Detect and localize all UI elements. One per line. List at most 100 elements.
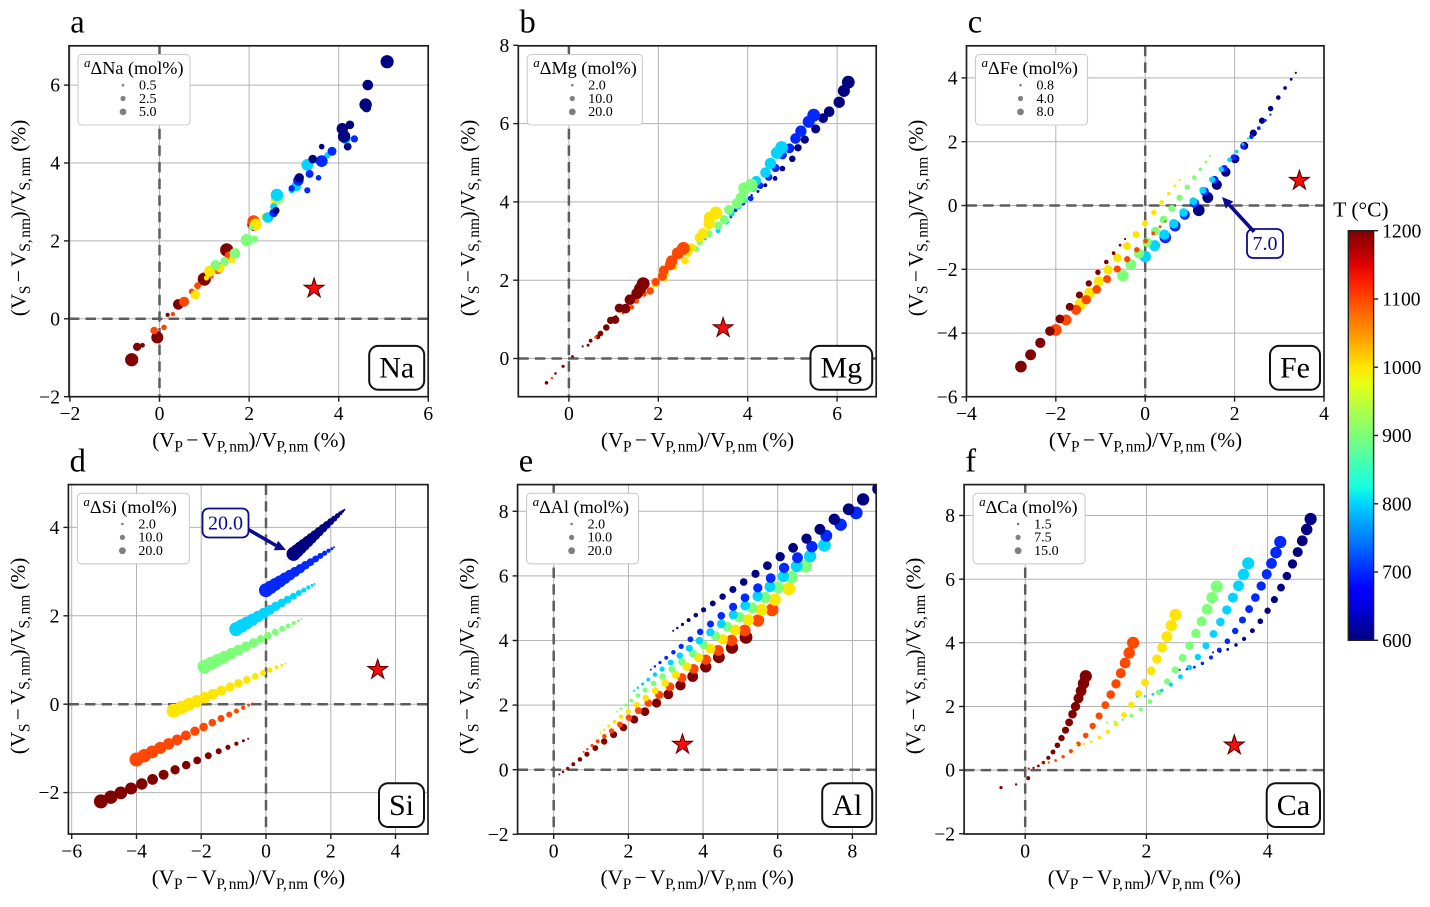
svg-text:a: a (979, 494, 986, 509)
svg-text:0.8: 0.8 (1037, 79, 1055, 94)
svg-text:b: b (520, 5, 536, 41)
svg-text:−2: −2 (59, 404, 80, 425)
svg-text:(%): (%) (1210, 428, 1242, 452)
svg-text:10.0: 10.0 (588, 531, 613, 546)
svg-text:1000: 1000 (1382, 358, 1421, 379)
svg-text:a: a (982, 55, 989, 70)
svg-text:10.0: 10.0 (588, 92, 613, 107)
svg-text:(%): (%) (314, 428, 346, 452)
svg-text:P,: P, (665, 439, 676, 456)
svg-text:4: 4 (499, 631, 509, 652)
svg-text:nm: nm (678, 439, 698, 456)
svg-text:0: 0 (1020, 842, 1030, 863)
svg-text:2: 2 (1230, 404, 1240, 425)
svg-text:4: 4 (1319, 404, 1329, 425)
svg-text:6: 6 (945, 570, 955, 591)
svg-text:(%): (%) (455, 558, 479, 590)
svg-text:(V: (V (152, 866, 175, 890)
svg-text:−: − (186, 428, 198, 452)
svg-text:nm: nm (17, 218, 34, 238)
svg-text:V: V (902, 689, 926, 705)
svg-text:nm: nm (1184, 876, 1204, 893)
svg-text:S,: S, (466, 178, 483, 190)
svg-text:S: S (912, 724, 929, 733)
svg-text:0.5: 0.5 (139, 79, 157, 94)
svg-text:0: 0 (50, 309, 60, 330)
svg-text:−2: −2 (39, 783, 60, 804)
svg-text:(V: (V (6, 731, 30, 754)
svg-text:4: 4 (50, 518, 60, 539)
svg-text:2: 2 (1142, 842, 1152, 863)
svg-text:V: V (650, 428, 666, 452)
svg-text:7.0: 7.0 (1253, 233, 1278, 255)
svg-text:2.0: 2.0 (138, 517, 156, 532)
svg-text:nm: nm (288, 876, 308, 893)
svg-text:a: a (533, 55, 540, 70)
svg-text:1200: 1200 (1382, 221, 1421, 242)
svg-text:−6: −6 (61, 842, 82, 863)
svg-text:)/V: )/V (904, 189, 928, 218)
svg-text:V: V (456, 251, 480, 267)
svg-text:P,: P, (725, 876, 736, 893)
svg-text:6: 6 (500, 114, 510, 135)
svg-text:nm: nm (1125, 876, 1145, 893)
svg-text:−4: −4 (126, 842, 147, 863)
svg-text:V: V (201, 866, 217, 890)
svg-text:)/V: )/V (6, 627, 30, 656)
svg-text:nm: nm (466, 157, 483, 177)
svg-text:ΔFe (mol%): ΔFe (mol%) (988, 58, 1078, 79)
svg-text:2: 2 (50, 232, 60, 253)
svg-text:)/V: )/V (1145, 428, 1174, 452)
svg-text:Si: Si (389, 789, 414, 822)
svg-text:−2: −2 (1045, 404, 1066, 425)
svg-text:(%): (%) (762, 428, 794, 452)
svg-text:−: − (455, 708, 479, 720)
svg-text:(V: (V (1049, 428, 1072, 452)
svg-text:0: 0 (948, 196, 958, 217)
svg-text:ΔNa (mol%): ΔNa (mol%) (91, 58, 184, 79)
svg-text:−2: −2 (39, 387, 60, 408)
svg-text:)/V: )/V (456, 189, 480, 218)
svg-text:0: 0 (564, 404, 574, 425)
svg-text:P,: P, (217, 439, 228, 456)
svg-text:0: 0 (549, 842, 559, 863)
svg-text:−2: −2 (937, 260, 958, 281)
svg-text:0: 0 (945, 761, 955, 782)
svg-text:S: S (914, 286, 931, 295)
svg-text:P,: P, (1112, 876, 1123, 893)
svg-text:2: 2 (945, 697, 955, 718)
svg-text:nm: nm (912, 656, 929, 676)
svg-text:f: f (965, 443, 976, 479)
svg-text:P,: P, (1173, 439, 1184, 456)
svg-text:4: 4 (698, 842, 708, 863)
svg-text:−: − (1083, 428, 1095, 452)
svg-text:2.5: 2.5 (139, 92, 157, 107)
svg-text:6: 6 (832, 404, 842, 425)
svg-text:V: V (202, 428, 218, 452)
svg-text:c: c (968, 5, 982, 41)
svg-text:d: d (70, 443, 86, 479)
svg-text:S,: S, (912, 616, 929, 628)
svg-text:T (°C): T (°C) (1333, 198, 1388, 222)
svg-text:−4: −4 (937, 324, 958, 345)
svg-text:6: 6 (423, 404, 433, 425)
svg-text:6: 6 (499, 567, 509, 588)
svg-text:4: 4 (334, 404, 344, 425)
svg-text:S,: S, (16, 616, 33, 628)
svg-text:(V: (V (1048, 866, 1071, 890)
svg-text:S,: S, (16, 677, 33, 689)
svg-text:10.0: 10.0 (138, 531, 163, 546)
svg-text:1.5: 1.5 (1034, 517, 1052, 532)
svg-text:7.5: 7.5 (1034, 531, 1052, 546)
svg-text:4: 4 (948, 69, 958, 90)
svg-text:nm: nm (1186, 439, 1206, 456)
svg-text:8: 8 (945, 506, 955, 527)
svg-text:(%): (%) (762, 866, 794, 890)
svg-text:nm: nm (229, 876, 249, 893)
svg-text:)/V: )/V (7, 189, 31, 218)
svg-text:8: 8 (500, 36, 510, 57)
svg-text:0: 0 (155, 404, 165, 425)
svg-text:P,: P, (665, 876, 676, 893)
svg-text:(%): (%) (313, 866, 345, 890)
svg-text:P,: P, (725, 439, 736, 456)
